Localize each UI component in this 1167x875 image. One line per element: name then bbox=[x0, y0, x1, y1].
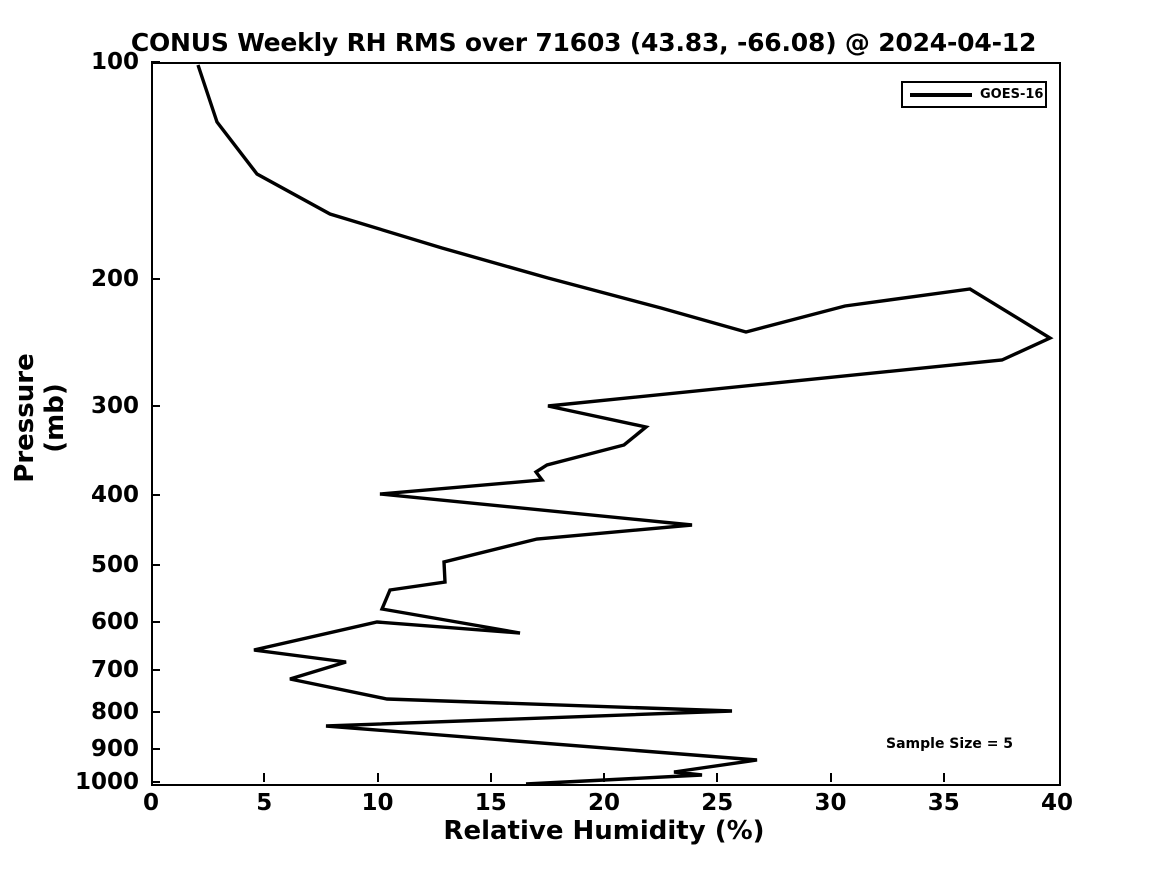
x-axis-tick-mark bbox=[376, 773, 379, 782]
y-axis-tick-label: 800 bbox=[90, 699, 139, 726]
y-axis-tick-mark bbox=[151, 748, 160, 751]
y-axis-tick-label: 200 bbox=[90, 265, 139, 292]
legend-line-swatch bbox=[910, 92, 972, 97]
y-axis-tick-mark bbox=[151, 781, 160, 783]
y-axis-tick-label: 300 bbox=[90, 392, 139, 419]
x-axis-tick-mark bbox=[263, 773, 266, 782]
x-axis-label: Relative Humidity (%) bbox=[443, 816, 765, 846]
x-axis-tick-mark bbox=[942, 773, 945, 782]
y-axis-tick-mark bbox=[151, 277, 160, 280]
y-axis-tick-mark bbox=[151, 61, 160, 63]
x-axis-tick-label: 30 bbox=[814, 790, 847, 816]
chart-title: CONUS Weekly RH RMS over 71603 (43.83, -… bbox=[130, 28, 1037, 57]
plot-area bbox=[151, 62, 1061, 786]
y-axis-tick-mark bbox=[151, 404, 160, 407]
x-axis-tick-label: 20 bbox=[587, 790, 621, 816]
y-axis-tick-label: 1000 bbox=[74, 769, 139, 795]
legend-label-goes-16: GOES-16 bbox=[980, 87, 1044, 102]
x-axis-tick-label: 25 bbox=[701, 790, 734, 816]
y-axis-tick-label: 900 bbox=[90, 736, 139, 763]
x-axis-tick-label: 35 bbox=[927, 790, 960, 816]
x-axis-tick-mark bbox=[489, 773, 492, 782]
legend: GOES-16 bbox=[901, 81, 1047, 108]
x-axis-tick-mark bbox=[716, 773, 719, 782]
y-axis-tick-label: 600 bbox=[90, 609, 139, 636]
y-axis-tick-mark bbox=[151, 669, 160, 672]
y-axis-tick-mark bbox=[151, 564, 160, 567]
x-axis-tick-mark bbox=[829, 773, 832, 782]
x-axis-tick-mark bbox=[603, 773, 605, 782]
x-axis-tick-label: 40 bbox=[1040, 790, 1074, 816]
sample-size-annotation: Sample Size = 5 bbox=[886, 736, 1014, 752]
y-axis-label: Pressure (mb) bbox=[10, 353, 70, 483]
y-axis-tick-label: 700 bbox=[90, 657, 139, 684]
y-axis-tick-label: 100 bbox=[90, 49, 139, 75]
x-axis-tick-label: 5 bbox=[256, 790, 273, 816]
y-axis-tick-mark bbox=[151, 621, 160, 624]
y-axis-tick-label: 400 bbox=[90, 482, 139, 509]
x-axis-tick-label: 0 bbox=[142, 790, 160, 816]
y-axis-tick-mark bbox=[151, 494, 160, 497]
x-axis-tick-label: 10 bbox=[361, 790, 394, 816]
series-goes-16 bbox=[196, 64, 1054, 786]
data-line-goes-16 bbox=[196, 64, 1054, 786]
y-axis-tick-mark bbox=[151, 711, 160, 714]
y-axis-tick-label: 500 bbox=[90, 552, 139, 579]
x-axis-tick-label: 15 bbox=[474, 790, 507, 816]
